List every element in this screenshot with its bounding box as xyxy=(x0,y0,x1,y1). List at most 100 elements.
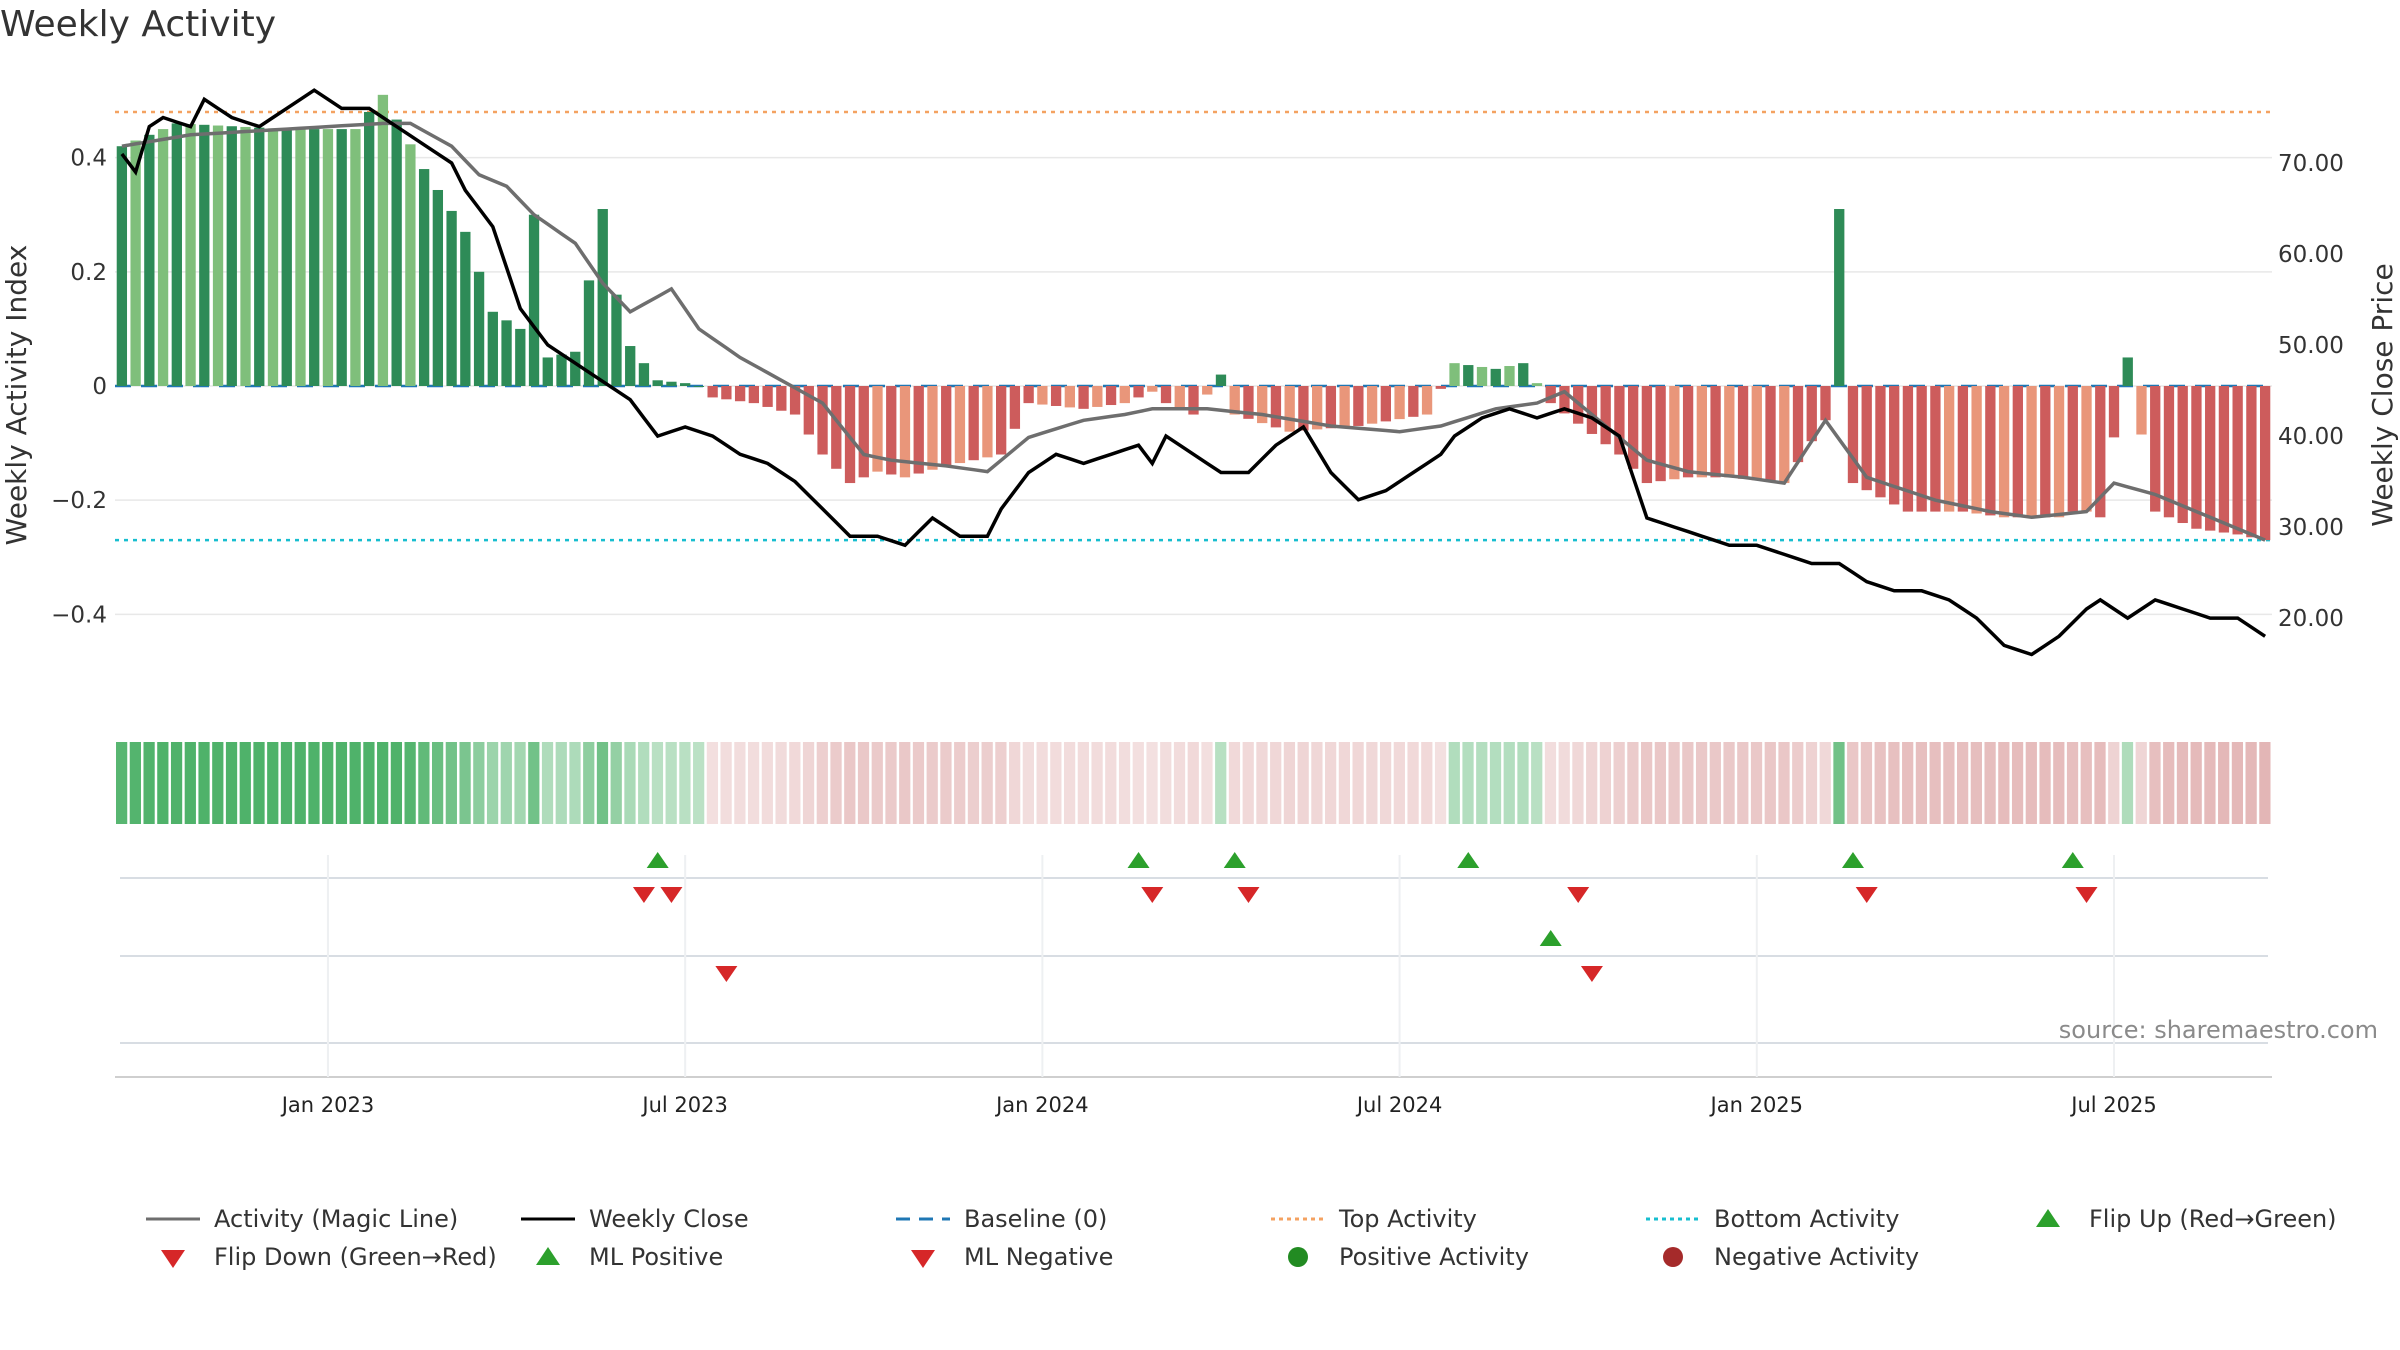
right-tick-label: 70.00 xyxy=(2278,151,2344,177)
heat-strip-cell xyxy=(2204,742,2216,824)
heat-strip-cell xyxy=(2121,742,2134,824)
heat-strip-cell xyxy=(1558,742,1570,824)
activity-bar xyxy=(1957,386,1969,512)
activity-bar xyxy=(2177,386,2188,524)
legend-label: Bottom Activity xyxy=(1714,1205,1900,1233)
activity-bar xyxy=(2108,386,2120,438)
heat-strip-cell xyxy=(1613,742,1625,824)
heat-strip-cell xyxy=(253,742,265,824)
heat-strip-cell xyxy=(899,742,911,824)
heat-strip-cell xyxy=(665,742,677,824)
heat-strip-cell xyxy=(1105,742,1117,824)
heat-strip-cell xyxy=(1228,742,1241,824)
heat-strip-cell xyxy=(184,742,196,824)
activity-bar xyxy=(1847,386,1859,484)
activity-bar xyxy=(460,231,471,386)
activity-bar xyxy=(844,386,856,484)
left-tick-label: 0.4 xyxy=(70,146,107,172)
activity-bar xyxy=(721,386,732,400)
legend-item-ml-positive: ML Positive xyxy=(515,1242,890,1272)
heat-strip-cell xyxy=(1160,742,1172,824)
activity-bar xyxy=(2259,386,2271,541)
series-lines xyxy=(120,88,2267,657)
heat-strip-cell xyxy=(1366,742,1378,824)
activity-bar xyxy=(1985,386,1996,516)
heat-strip-cell xyxy=(555,742,567,824)
activity-bar xyxy=(899,386,911,478)
heat-strip-cell xyxy=(816,742,828,824)
activity-bar xyxy=(1463,365,1474,386)
activity-bar xyxy=(680,383,691,386)
activity-bar xyxy=(927,386,938,470)
activity-bar xyxy=(2232,386,2243,535)
right-tick-label: 20.00 xyxy=(2278,606,2344,632)
activity-bar xyxy=(2163,386,2175,518)
heat-strip-cell xyxy=(1654,742,1666,824)
activity-bar xyxy=(446,210,457,386)
legend-label: Baseline (0) xyxy=(964,1205,1108,1233)
activity-bar xyxy=(2136,386,2147,435)
magic-line xyxy=(121,121,2266,542)
legend-item-ml-negative: ML Negative xyxy=(890,1242,1265,1272)
activity-bar xyxy=(226,126,237,387)
activity-bar xyxy=(1257,386,1268,424)
heat-strip-cell xyxy=(225,742,238,824)
right-tick-label: 40.00 xyxy=(2278,424,2344,450)
heat-strip-cell xyxy=(844,742,856,824)
activity-bar xyxy=(157,129,169,386)
legend-item-bottom-activity: Bottom Activity xyxy=(1640,1204,2015,1234)
activity-bar xyxy=(1971,386,1982,514)
heat-strip-cell xyxy=(1283,742,1296,824)
heat-strip-cell xyxy=(514,742,526,824)
heat-strip-cell xyxy=(1036,742,1048,824)
heat-strip-cell xyxy=(1764,742,1776,824)
heat-strip-cell xyxy=(1970,742,1982,824)
activity-bar xyxy=(1311,386,1323,430)
heat-strip-cell xyxy=(1709,742,1721,824)
activity-bar xyxy=(1229,386,1240,415)
heat-strip-cell xyxy=(610,742,622,824)
triangle-up-icon xyxy=(2036,1209,2060,1227)
activity-bar xyxy=(350,129,361,386)
activity-bar xyxy=(377,94,389,386)
activity-bar xyxy=(1133,386,1144,398)
heat-strip-cell xyxy=(1201,742,1213,824)
heat-strip-cell xyxy=(857,742,870,824)
activity-bar xyxy=(652,380,663,386)
dot-icon xyxy=(1288,1247,1308,1267)
heat-strip-cell xyxy=(1256,742,1268,824)
heat-strip-cell xyxy=(596,742,609,824)
heat-strip-cell xyxy=(1778,742,1790,824)
activity-bar xyxy=(1902,386,1914,512)
date-tick-label: Jul 2023 xyxy=(640,1093,727,1117)
heat-strip-cell xyxy=(528,742,540,824)
top-activity-swatch-icon xyxy=(1271,1217,1325,1221)
heat-strip-cell xyxy=(1407,742,1419,824)
heat-strip-cell xyxy=(1792,742,1804,824)
activity-bar xyxy=(405,144,416,386)
activity-bar xyxy=(2081,386,2092,512)
activity-bar xyxy=(1380,386,1391,422)
heat-strip-cell xyxy=(2245,742,2257,824)
heat-strip-cell xyxy=(995,742,1007,824)
flip-up-marker xyxy=(1223,852,1246,868)
heat-strip-cell xyxy=(1393,742,1405,824)
activity-bar xyxy=(116,146,128,386)
heat-strip-cell xyxy=(1819,742,1831,824)
activity-bar xyxy=(418,169,430,386)
activity-bar xyxy=(391,119,402,387)
activity-bar xyxy=(1050,386,1062,406)
legend-label: Flip Up (Red→Green) xyxy=(2089,1205,2337,1233)
heat-strip-cell xyxy=(445,742,457,824)
heat-strip-cell xyxy=(1860,742,1873,824)
legend-item-magic-line: Activity (Magic Line) xyxy=(140,1204,515,1234)
heat-strip-cell xyxy=(1957,742,1969,824)
left-axis-title: Weekly Activity Index xyxy=(0,245,33,546)
legend-item-top-activity: Top Activity xyxy=(1265,1204,1640,1234)
activity-bar xyxy=(666,381,677,386)
heat-strip-cell xyxy=(2011,742,2024,824)
activity-bar xyxy=(1889,386,1900,505)
heat-strip-cell xyxy=(1379,742,1392,824)
activity-bar xyxy=(1545,386,1556,404)
activity-bar xyxy=(1105,386,1117,406)
